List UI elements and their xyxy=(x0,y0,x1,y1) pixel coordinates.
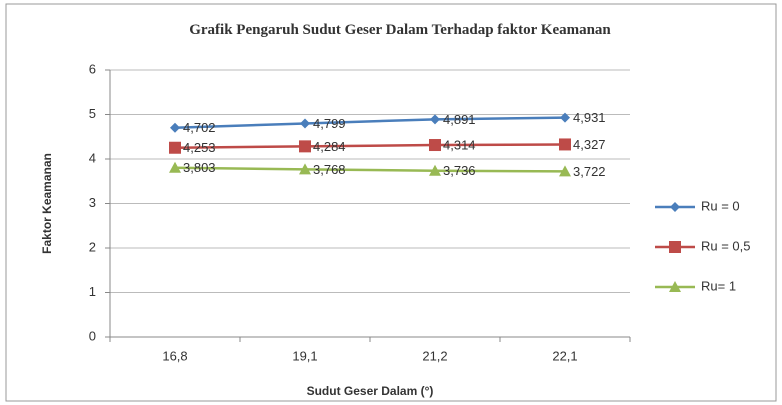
legend-label: Ru = 0 xyxy=(701,198,740,213)
data-label: 3,722 xyxy=(573,164,606,179)
y-tick-label: 5 xyxy=(89,106,96,121)
x-tick-label: 19,1 xyxy=(292,348,317,363)
marker xyxy=(560,112,570,123)
marker xyxy=(559,165,571,177)
chart-border xyxy=(5,3,777,402)
marker xyxy=(670,202,680,212)
marker xyxy=(429,139,441,152)
marker xyxy=(669,241,681,253)
data-label: 4,799 xyxy=(313,116,346,131)
y-tick-label: 2 xyxy=(89,239,96,254)
marker xyxy=(169,161,181,173)
data-label: 3,736 xyxy=(443,163,476,178)
marker xyxy=(300,118,310,129)
x-tick-label: 22,1 xyxy=(552,348,577,363)
x-axis-label: Sudut Geser Dalam (°) xyxy=(307,384,434,398)
data-label: 4,314 xyxy=(443,137,476,152)
y-tick-label: 3 xyxy=(89,195,96,210)
data-label: 3,803 xyxy=(183,160,216,175)
y-tick-label: 1 xyxy=(89,284,96,299)
marker xyxy=(429,164,441,176)
series-line xyxy=(174,143,566,149)
y-tick-label: 6 xyxy=(89,61,96,76)
y-axis-label: Faktor Keamanan xyxy=(40,153,54,254)
marker xyxy=(430,114,440,125)
data-label: 4,702 xyxy=(183,120,216,135)
data-label: 3,768 xyxy=(313,162,346,177)
legend-label: Ru= 1 xyxy=(701,278,736,293)
series-line xyxy=(174,166,566,173)
data-label: 4,327 xyxy=(573,137,606,152)
marker xyxy=(170,122,180,133)
data-label: 4,284 xyxy=(313,139,346,154)
marker xyxy=(299,163,311,175)
x-tick-label: 21,2 xyxy=(422,348,447,363)
marker xyxy=(669,281,681,292)
y-tick-label: 0 xyxy=(89,328,96,343)
data-label: 4,253 xyxy=(183,140,216,155)
marker xyxy=(169,141,181,154)
x-tick-label: 16,8 xyxy=(162,348,187,363)
chart-title: Grafik Pengaruh Sudut Geser Dalam Terhad… xyxy=(189,22,611,38)
series-line xyxy=(174,116,566,130)
marker xyxy=(299,140,311,153)
legend-label: Ru = 0,5 xyxy=(701,238,751,253)
marker xyxy=(559,138,571,151)
data-label: 4,931 xyxy=(573,110,606,125)
y-tick-label: 4 xyxy=(89,150,96,165)
data-label: 4,891 xyxy=(443,112,476,127)
